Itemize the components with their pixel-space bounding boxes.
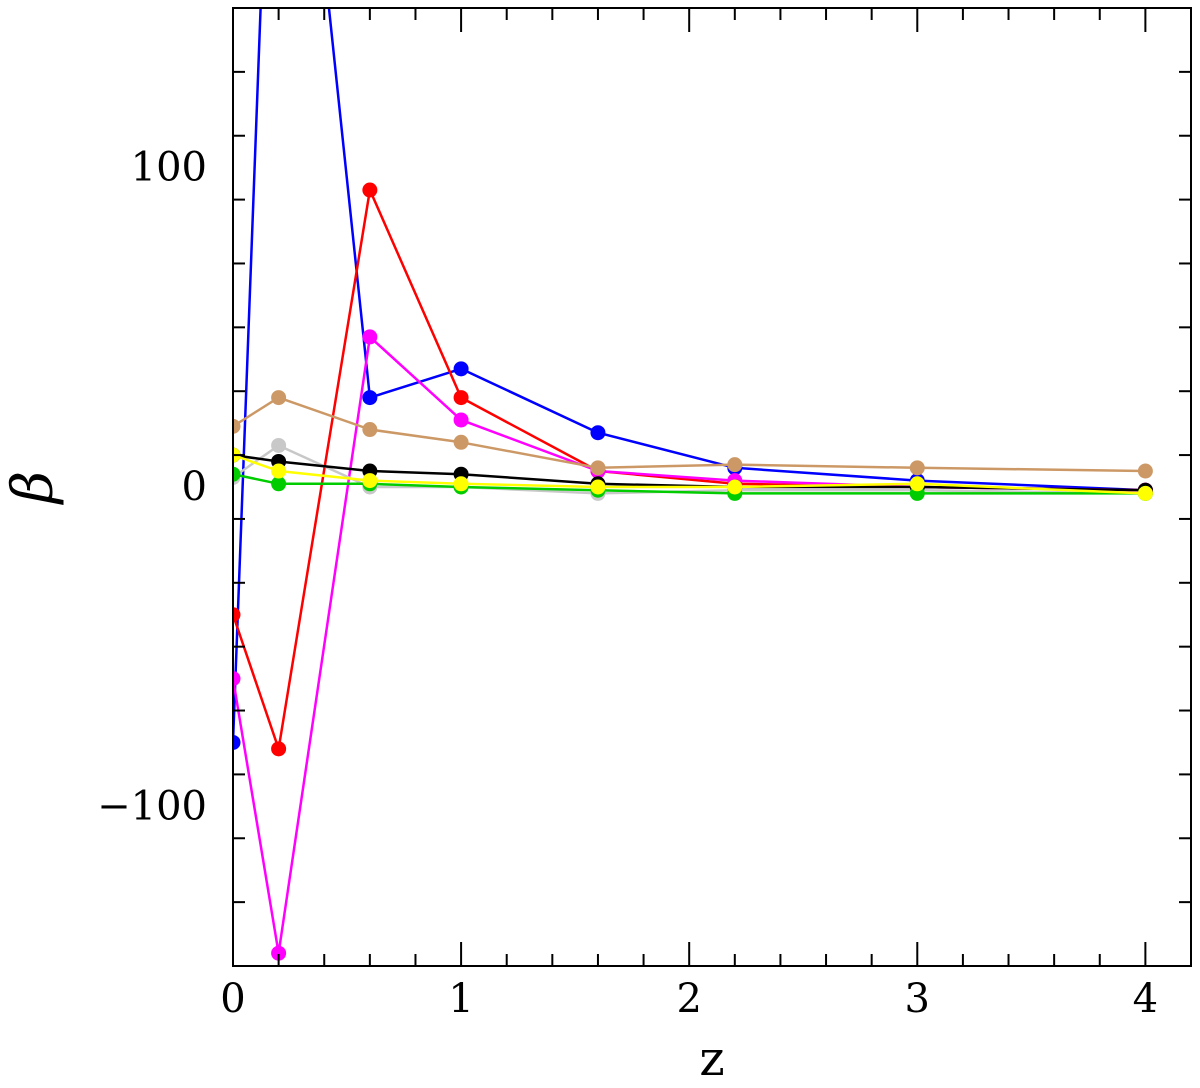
- y-tick-label: −100: [97, 783, 207, 829]
- data-point: [271, 390, 287, 406]
- y-tick-label: 0: [182, 464, 207, 510]
- data-point: [271, 945, 287, 961]
- data-point: [1137, 485, 1153, 501]
- tick-layer: [232, 7, 1192, 967]
- data-point: [453, 390, 469, 406]
- x-tick-label: 2: [676, 976, 701, 1022]
- series-line: [233, 453, 1146, 495]
- data-point: [233, 466, 241, 482]
- series-layer: [233, 8, 1153, 961]
- x-tick-label: 1: [448, 976, 473, 1022]
- x-tick-label: 0: [220, 976, 245, 1022]
- series-7: [233, 447, 1153, 501]
- data-point: [453, 476, 469, 492]
- data-point: [362, 390, 378, 406]
- data-point: [590, 479, 606, 495]
- data-point: [271, 437, 287, 453]
- data-point: [727, 479, 743, 495]
- data-point: [727, 457, 743, 473]
- x-axis-label: z: [699, 1031, 724, 1087]
- data-point: [909, 460, 925, 476]
- series-line: [233, 444, 1146, 495]
- series-line: [233, 396, 1146, 473]
- data-point: [233, 734, 241, 750]
- data-point: [362, 473, 378, 489]
- data-point: [233, 671, 241, 687]
- data-point: [233, 418, 241, 434]
- data-point: [453, 434, 469, 450]
- series-2: [233, 329, 1153, 961]
- x-tick-label: 4: [1133, 976, 1158, 1022]
- series-line: [233, 453, 1146, 492]
- series-3: [233, 390, 1153, 479]
- data-point: [362, 329, 378, 345]
- y-axis-label: β: [1, 471, 66, 505]
- data-point: [362, 422, 378, 438]
- data-point: [909, 476, 925, 492]
- data-point: [271, 741, 287, 757]
- data-point: [590, 425, 606, 441]
- tick-label-layer: 0 1 2 3 4 −100 0 100: [97, 145, 1158, 1022]
- series-line: [233, 472, 1146, 495]
- plot-frame: [232, 7, 1192, 967]
- data-point: [590, 460, 606, 476]
- data-point: [271, 463, 287, 479]
- data-point: [453, 361, 469, 377]
- data-point: [233, 607, 241, 623]
- y-tick-label: 100: [131, 145, 207, 191]
- series-line: [233, 8, 1146, 743]
- data-point: [453, 412, 469, 428]
- data-point: [271, 476, 287, 492]
- x-tick-label: 3: [905, 976, 930, 1022]
- data-point: [362, 182, 378, 198]
- data-point: [1137, 463, 1153, 479]
